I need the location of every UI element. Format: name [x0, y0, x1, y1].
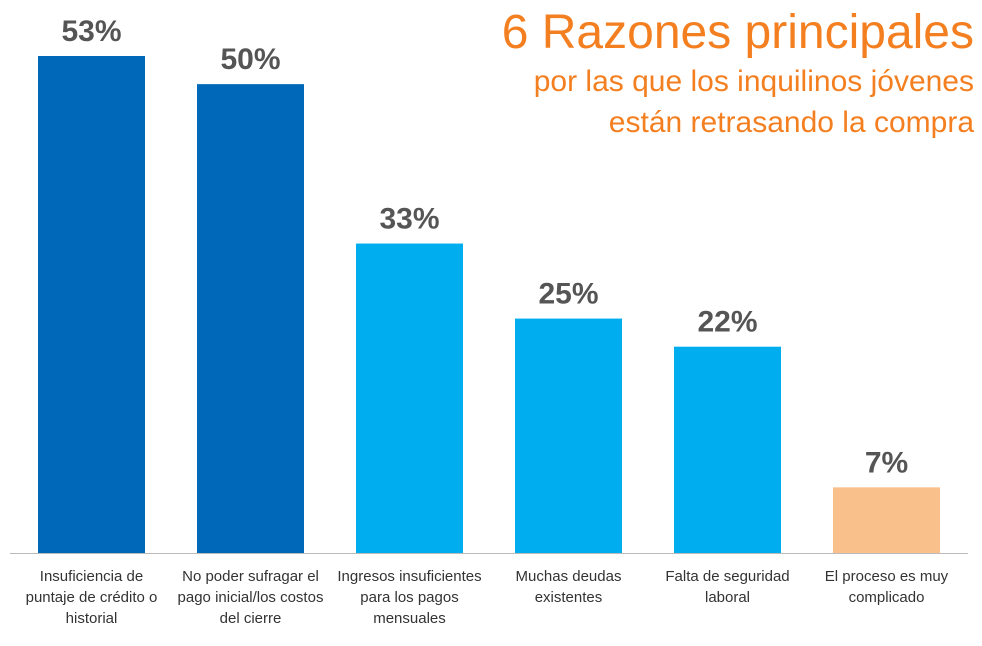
x-tick-label: Falta de seguridad laboral [665, 568, 790, 606]
chart-subtitle: por las que los inquilinos jóvenes [533, 65, 974, 98]
value-label: 53% [61, 15, 121, 48]
bar [356, 243, 463, 553]
x-tick-label: No poder sufragar el pago inicial/los co… [177, 568, 324, 627]
bar [197, 84, 304, 553]
chart-subtitle: están retrasando la compra [608, 106, 974, 139]
bar [674, 346, 781, 553]
x-tick-label: Insuficiencia de puntaje de crédito o hi… [25, 568, 158, 627]
x-tick-label: El proceso es muy complicado [824, 568, 949, 606]
value-label: 7% [865, 446, 908, 479]
bar [38, 56, 145, 553]
bar [515, 318, 622, 553]
bar [833, 487, 940, 553]
value-label: 22% [697, 306, 757, 339]
value-label: 50% [220, 43, 280, 76]
chart-title: 6 Razones principales [501, 6, 974, 59]
value-label: 25% [538, 278, 598, 311]
value-label: 33% [379, 203, 439, 236]
x-tick-label: Ingresos insuficientes para los pagos me… [337, 568, 482, 627]
x-tick-label: Muchas deudas existentes [515, 568, 622, 606]
